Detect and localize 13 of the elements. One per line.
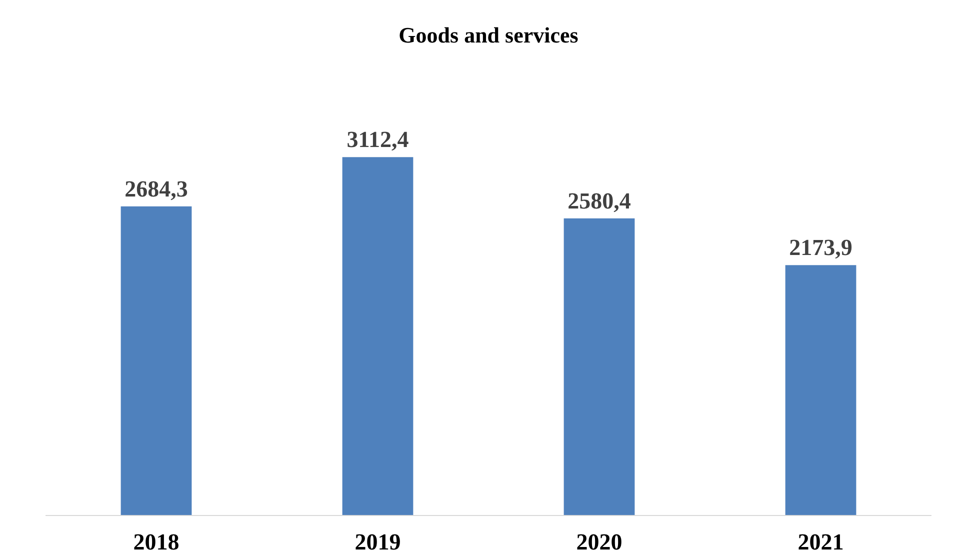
data-label: 2173,9 bbox=[789, 235, 852, 260]
bar bbox=[785, 265, 856, 516]
chart-title: Goods and services bbox=[398, 22, 579, 48]
bar bbox=[342, 157, 414, 516]
data-label: 3112,4 bbox=[346, 127, 410, 152]
bar bbox=[564, 218, 635, 516]
data-label: 2684,3 bbox=[124, 176, 188, 202]
x-tick-label: 2018 bbox=[133, 530, 180, 554]
x-tick-label: 2021 bbox=[798, 530, 844, 554]
data-label: 2580,4 bbox=[568, 188, 632, 214]
bar bbox=[120, 206, 192, 516]
x-tick-label: 2019 bbox=[354, 530, 401, 554]
x-tick-label: 2020 bbox=[576, 530, 622, 554]
